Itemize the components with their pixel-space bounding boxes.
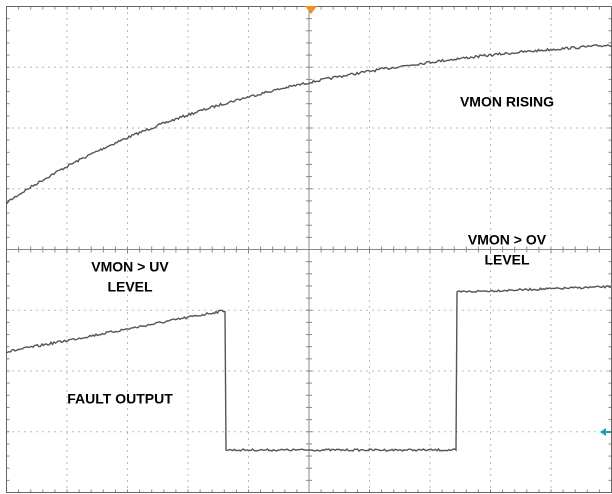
label: FAULT OUTPUT bbox=[67, 391, 173, 407]
label: LEVEL bbox=[107, 279, 153, 295]
trigger-marker bbox=[305, 6, 317, 14]
label: LEVEL bbox=[484, 252, 530, 268]
label: VMON > UV bbox=[91, 259, 169, 275]
label: VMON > OV bbox=[468, 232, 547, 248]
fault-output-trace bbox=[5, 285, 612, 452]
graticule bbox=[6, 6, 612, 493]
vmon-trace bbox=[5, 44, 612, 205]
ground-marker bbox=[600, 428, 611, 436]
label: VMON RISING bbox=[460, 94, 554, 110]
